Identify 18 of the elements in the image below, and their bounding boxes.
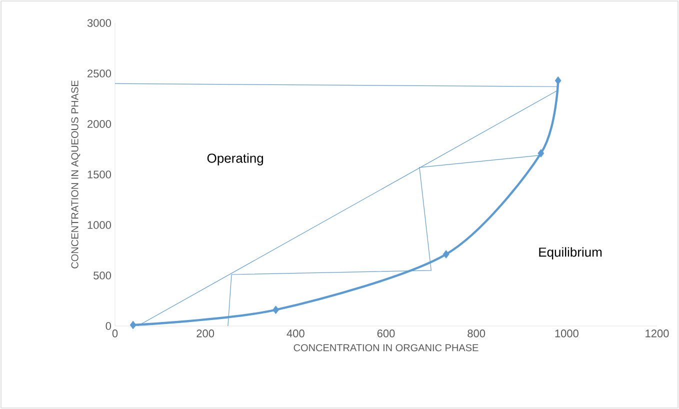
y-tick-label: 500: [94, 272, 112, 280]
y-tick-label: 1000: [88, 221, 112, 229]
y-tick-label: 2000: [88, 120, 112, 128]
x-tick-label: 0: [112, 330, 118, 338]
y-axis-title: CONCENTRATION IN AQUEOUS PHASE: [71, 80, 80, 268]
y-tick-label: 2500: [88, 70, 112, 78]
annotation: Operating: [207, 153, 264, 166]
y-tick-label: 0: [106, 322, 112, 330]
x-tick-label: 1000: [555, 330, 578, 338]
x-tick-label: 200: [196, 330, 214, 338]
annotation: Equilibrium: [539, 247, 602, 260]
y-tick-label: 1500: [88, 170, 112, 178]
y-tick-label: 3000: [87, 19, 112, 27]
x-tick-label: 600: [377, 330, 395, 338]
x-tick-label: 400: [286, 330, 304, 338]
x-tick-label: 800: [468, 330, 486, 338]
x-tick-label: 1200: [646, 330, 669, 338]
x-axis-title: CONCENTRATION IN ORGANIC PHASE: [294, 344, 478, 352]
